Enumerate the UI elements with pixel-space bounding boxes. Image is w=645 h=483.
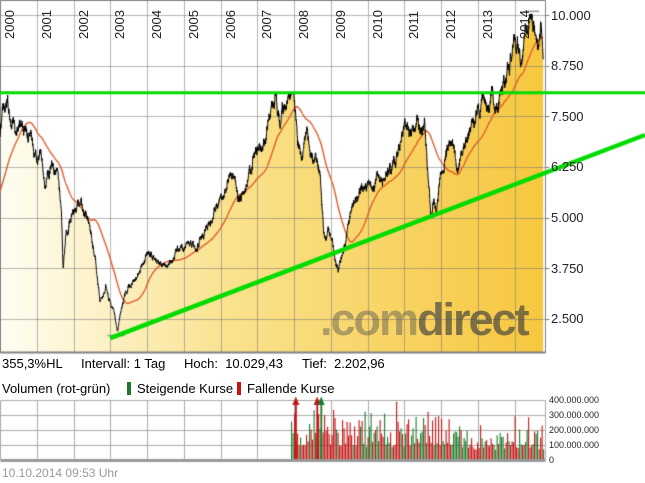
low-group: Tief: 2.202,96 xyxy=(302,356,385,371)
x-axis-year-label: 2008 xyxy=(296,10,311,39)
interval-group: Intervall: 1 Tag xyxy=(81,356,165,371)
x-axis-year-label: 2014 xyxy=(516,10,532,39)
rising-label: Steigende Kurse xyxy=(137,381,234,396)
volume-axis-tick-label: 200.000.000 xyxy=(549,425,600,435)
x-axis-year-label: 2013 xyxy=(479,10,495,39)
y-axis-tick-label: 2.500 xyxy=(551,311,584,327)
volume-legend-title: Volumen (rot-grün) xyxy=(2,381,111,396)
x-axis-year-label: 2003 xyxy=(112,10,128,39)
x-axis-year-label: 2000 xyxy=(2,10,17,39)
x-axis-year-label: 2004 xyxy=(149,10,164,39)
x-axis-year-label: 2001 xyxy=(38,10,54,39)
falling-legend-group: Fallende Kurse xyxy=(237,381,334,396)
x-axis-year-label: 2005 xyxy=(185,10,201,39)
y-axis-tick-label: 5.000 xyxy=(551,210,584,226)
x-axis-year-label: 2009 xyxy=(332,10,348,39)
interval-label: Intervall: xyxy=(81,356,131,371)
timestamp: 10.10.2014 09:53 Uhr xyxy=(2,466,119,480)
low-value: 2.202,96 xyxy=(334,356,385,371)
y-axis-tick-label: 7.500 xyxy=(551,108,584,124)
x-axis-year-label: 2002 xyxy=(75,10,91,39)
y-axis-tick-label: 10.000 xyxy=(551,7,591,23)
x-axis-year-label: 2011 xyxy=(406,11,422,39)
high-low-change-percent: 355,3%HL xyxy=(2,356,63,371)
low-label: Tief: xyxy=(302,356,327,371)
falling-swatch xyxy=(237,382,241,395)
high-group: Hoch: 10.029,43 xyxy=(184,356,283,371)
high-label: Hoch: xyxy=(184,356,218,371)
rising-legend-group: Steigende Kurse xyxy=(127,381,233,396)
x-axis-year-label: 2012 xyxy=(443,10,458,39)
rising-swatch xyxy=(127,382,131,395)
high-value: 10.029,43 xyxy=(225,356,284,371)
x-axis-year-label: 2006 xyxy=(222,10,238,39)
volume-axis-tick-label: 400.000.000 xyxy=(549,395,600,405)
y-axis-tick-label: 3.750 xyxy=(551,260,584,276)
volume-axis-tick-label: 300.000.000 xyxy=(549,410,600,420)
y-axis-tick-label: 8.750 xyxy=(551,58,584,74)
x-axis-year-label: 2007 xyxy=(259,10,275,39)
interval-value: 1 Tag xyxy=(133,356,166,371)
volume-axis-tick-label: 0 xyxy=(549,455,555,465)
x-axis-year-label: 2010 xyxy=(369,10,385,39)
y-axis-tick-label: 6.250 xyxy=(551,159,584,175)
volume-axis-tick-label: 100.000.000 xyxy=(549,440,600,450)
falling-label: Fallende Kurse xyxy=(247,381,335,396)
